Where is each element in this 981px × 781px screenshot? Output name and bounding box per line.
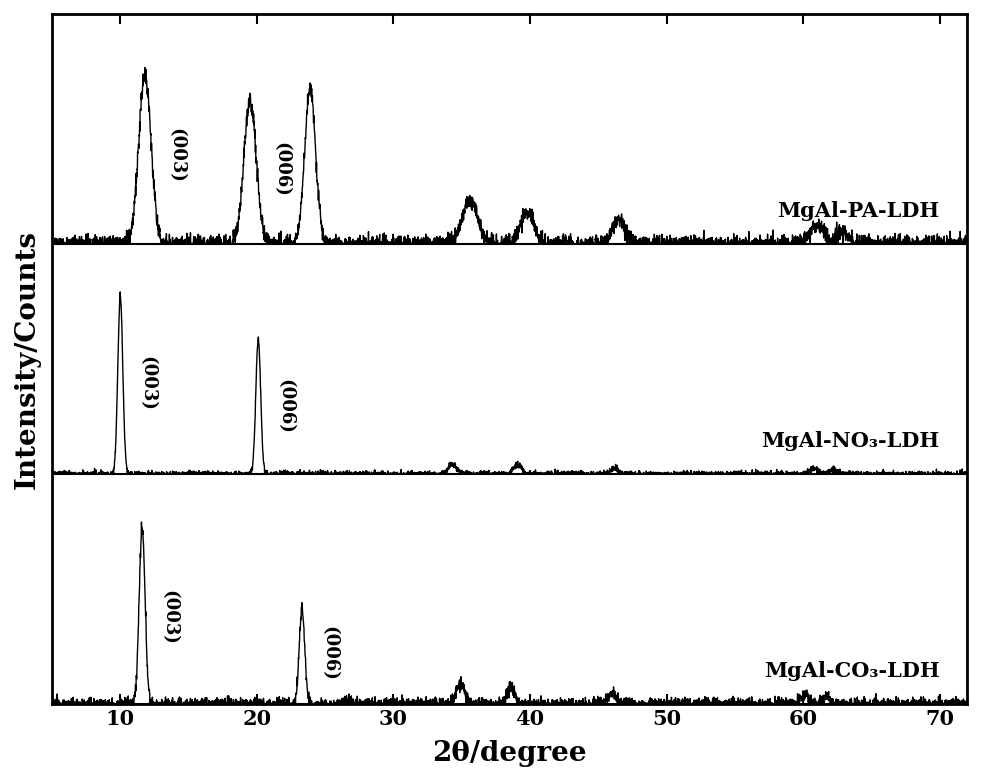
Text: MgAl-CO₃-LDH: MgAl-CO₃-LDH [764, 662, 940, 681]
Text: (003): (003) [160, 590, 178, 645]
Text: (006): (006) [276, 379, 294, 433]
Text: (006): (006) [320, 626, 337, 681]
Text: MgAl-PA-LDH: MgAl-PA-LDH [778, 201, 940, 221]
Text: (003): (003) [167, 128, 184, 184]
Text: (006): (006) [272, 142, 290, 197]
Text: MgAl-NO₃-LDH: MgAl-NO₃-LDH [761, 431, 940, 451]
Text: (003): (003) [138, 355, 156, 411]
X-axis label: 2θ/degree: 2θ/degree [433, 740, 587, 767]
Y-axis label: Intensity/Counts: Intensity/Counts [14, 230, 41, 488]
